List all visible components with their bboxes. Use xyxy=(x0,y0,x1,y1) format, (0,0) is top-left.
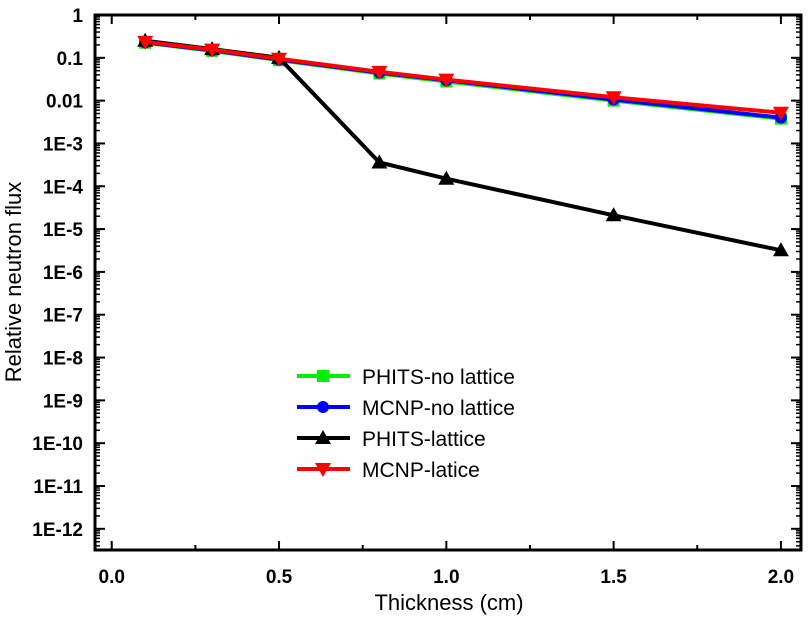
x-tick-label: 1.5 xyxy=(600,567,627,588)
data-point xyxy=(605,207,622,222)
legend-marker xyxy=(317,401,329,413)
y-axis-label: Relative neutron flux xyxy=(1,182,26,383)
data-point xyxy=(772,106,789,121)
data-point xyxy=(438,170,455,185)
data-point xyxy=(271,52,288,67)
y-tick-label: 1E-4 xyxy=(43,177,84,198)
plot-frame xyxy=(93,13,803,552)
y-tick-label: 1E-5 xyxy=(43,220,84,241)
legend: PHITS-no lattice MCNP-no lattice PHITS-lat… xyxy=(297,366,515,482)
data-point xyxy=(137,35,154,50)
y-tick-label: 1E-9 xyxy=(43,391,83,412)
legend-label: PHITS-lattice xyxy=(362,428,486,451)
legend-marker xyxy=(317,370,329,382)
x-axis-label: Thickness (cm) xyxy=(374,590,523,615)
y-tick-label: 1E-6 xyxy=(43,263,83,284)
series-group xyxy=(137,32,789,257)
y-tick-label: 1E-3 xyxy=(43,134,83,155)
x-tick-label: 0.5 xyxy=(266,567,293,588)
series-line xyxy=(144,39,782,115)
data-point xyxy=(204,43,221,58)
y-tick-label: 1E-8 xyxy=(43,349,83,370)
series-mcnp-latice xyxy=(137,35,789,121)
y-tick-label: 1E-7 xyxy=(43,306,83,327)
legend-label: PHITS-no lattice xyxy=(362,366,515,389)
y-tick-label: 1E-11 xyxy=(33,477,83,498)
y-tick-label: 0.01 xyxy=(46,92,83,113)
data-point xyxy=(605,91,622,106)
data-point xyxy=(438,73,455,88)
legend-marker xyxy=(315,430,331,444)
y-tick-label: 0.1 xyxy=(57,49,84,70)
axes: 0.0 0.5 1.0 1.5 2.0 1 0.1 0.01 1E-3 1E-4 1E-5 1E-6 1… xyxy=(32,6,803,588)
data-point xyxy=(772,242,789,257)
series-line xyxy=(144,38,782,253)
y-tick-label: 1E-10 xyxy=(32,434,83,455)
x-tick-label: 1.0 xyxy=(433,567,459,588)
y-tick-label: 1E-12 xyxy=(32,520,83,541)
legend-marker xyxy=(315,463,331,477)
x-tick-label: 2.0 xyxy=(768,567,794,588)
legend-label: MCNP-no lattice xyxy=(362,397,515,420)
series-phits-lattice xyxy=(137,32,789,257)
data-point xyxy=(371,154,388,169)
legend-label: MCNP-latice xyxy=(362,459,480,482)
y-tick-label: 1 xyxy=(72,6,83,27)
x-tick-label: 0.0 xyxy=(99,567,125,588)
data-point xyxy=(371,65,388,80)
